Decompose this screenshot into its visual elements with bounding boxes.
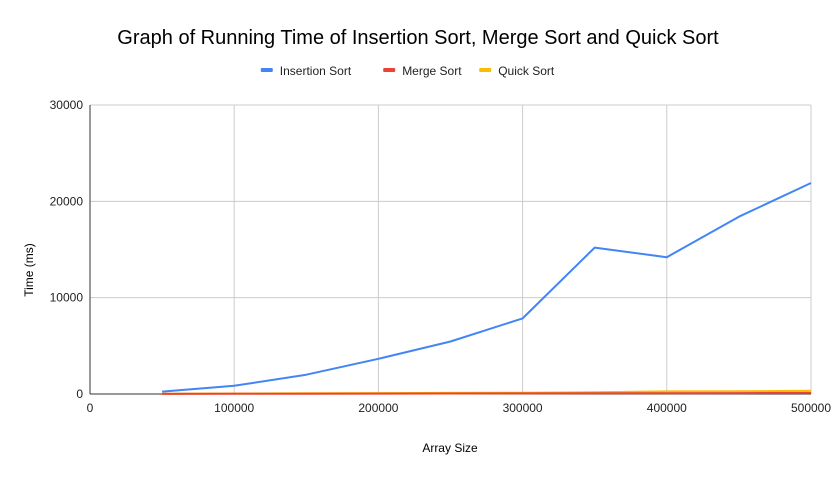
series-lines: [162, 182, 812, 395]
y-tick-label: 0: [76, 387, 83, 401]
chart-title: Graph of Running Time of Insertion Sort,…: [117, 27, 719, 49]
legend-swatch-insertion-sort: [260, 68, 273, 72]
series-line-insertion-sort: [162, 182, 812, 393]
y-tick-label: 10000: [50, 291, 84, 305]
y-tick-label: 20000: [50, 194, 84, 208]
axes: [89, 105, 811, 395]
legend: Insertion Sort Merge Sort Quick Sort: [260, 64, 555, 78]
x-tick-label: 0: [87, 401, 94, 415]
legend-swatch-merge-sort: [383, 68, 396, 72]
x-tick-label: 100000: [214, 401, 254, 415]
x-tick-label: 200000: [358, 401, 398, 415]
legend-label-quick-sort: Quick Sort: [498, 64, 555, 78]
gridlines: [90, 104, 812, 394]
legend-label-insertion-sort: Insertion Sort: [280, 64, 352, 78]
y-tick-label: 30000: [50, 98, 84, 112]
y-axis-title: Time (ms): [22, 243, 36, 297]
x-axis-title: Array Size: [422, 441, 478, 455]
series-line-merge-sort: [162, 391, 812, 395]
x-tick-label: 500000: [791, 401, 831, 415]
x-tick-label: 300000: [503, 401, 543, 415]
x-tick-label: 400000: [647, 401, 687, 415]
legend-label-merge-sort: Merge Sort: [402, 64, 462, 78]
tick-labels: 0 100000 200000 300000 400000 500000 0 10000 200…: [50, 98, 832, 415]
legend-swatch-quick-sort: [479, 68, 492, 72]
